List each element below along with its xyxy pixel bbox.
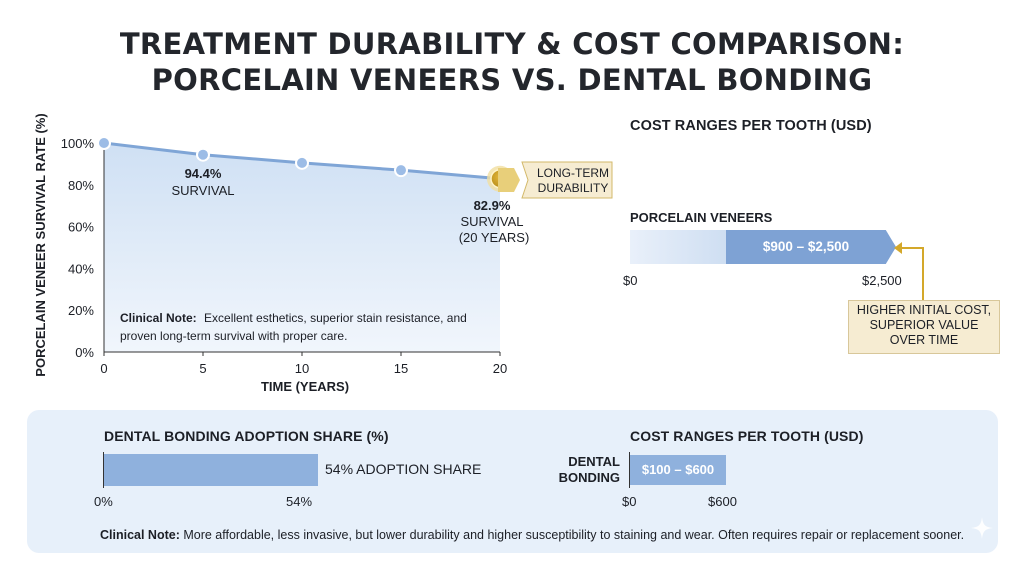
x-axis-label: TIME (YEARS) [261,379,349,394]
veneer-category-label: PORCELAIN VENEERS [630,210,773,225]
survival-line-chart: 0% 20% 40% 60% 80% 100% 0 5 10 15 20 PORCELAIN VEN… [33,113,613,394]
bonding-label-line-1: DENTAL [568,454,620,469]
survival-point [394,163,408,178]
chart-clinical-note-text-1: Excellent esthetics, superior stain resi… [204,311,467,325]
page-title: TREATMENT DURABILITY & COST COMPARISON: … [0,26,1024,98]
y-tick-label: 80% [68,178,94,193]
x-tick-label: 10 [295,361,309,376]
title-line-2: PORCELAIN VENEERS VS. DENTAL BONDING [151,63,873,97]
veneer-tick-max: $2,500 [862,273,902,288]
cost-callout-connector [894,242,924,300]
survival-point [196,147,210,162]
bonding-tick-min: $0 [622,494,637,509]
durability-callout-box [521,161,613,199]
y-tick-label: 20% [68,303,94,318]
survival-point [97,136,111,150]
survival-point [295,155,309,170]
annotation-20yr-value: 82.9% [474,198,511,213]
cost-callout-line-1: HIGHER INITIAL COST, [856,303,992,317]
veneer-cost-title: COST RANGES PER TOOTH (USD) [630,118,872,134]
bonding-cost-title: COST RANGES PER TOOTH (USD) [630,428,864,444]
bottom-note-label: Clinical Note: [100,528,180,542]
annotation-5yr-label: SURVIVAL [171,183,234,198]
adoption-title: DENTAL BONDING ADOPTION SHARE (%) [104,428,389,444]
annotation-20yr-line2: SURVIVAL [460,214,523,229]
y-tick-label: 60% [68,220,94,235]
cost-callout-line-3: OVER TIME [889,333,959,347]
durability-callout-line-1: LONG-TERM [537,166,609,180]
y-tick-label: 40% [68,261,94,276]
durability-arrow-icon [498,168,520,192]
x-tick-label: 5 [199,361,206,376]
adoption-tick-min: 0% [94,494,113,509]
bonding-axis-line [629,452,630,488]
adoption-value-label: 54% ADOPTION SHARE [325,461,482,477]
veneer-tick-min: $0 [623,273,638,288]
adoption-axis-line [103,452,104,488]
bottom-note-text: More affordable, less invasive, but lowe… [179,528,965,542]
bottom-clinical-note: Clinical Note: More affordable, less inv… [100,528,964,542]
x-tick-label: 0 [100,361,107,376]
sparkle-icon [971,517,993,539]
annotation-5yr-value: 94.4% [185,166,222,181]
title-line-1: TREATMENT DURABILITY & COST COMPARISON: [119,27,905,61]
bonding-category-label: DENTAL BONDING [540,454,620,486]
y-axis-label: PORCELAIN VENEER SURVIVAL RATE (%) [33,113,48,376]
veneer-cost-range-bar [726,230,896,264]
chart-clinical-note-line-2: proven long-term survival with proper ca… [120,329,347,343]
y-tick-label: 100% [61,136,95,151]
annotation-20yr-line3: (20 YEARS) [459,230,530,245]
bonding-tick-max: $600 [708,494,737,509]
veneer-cost-range-label: $900 – $2,500 [762,239,850,254]
bonding-label-line-2: BONDING [558,470,620,485]
x-tick-label: 20 [493,361,507,376]
adoption-tick-max: 54% [286,494,313,509]
cost-value-callout: HIGHER INITIAL COST, SUPERIOR VALUE OVER… [848,300,1000,354]
adoption-bar [104,454,318,486]
chart-clinical-note-line-1: Clinical Note: Excellent esthetics, supe… [120,311,467,325]
cost-callout-line-2: SUPERIOR VALUE [869,318,979,332]
x-tick-label: 15 [394,361,408,376]
bonding-cost-range-bar: $100 – $600 [630,455,726,485]
chart-clinical-note-label: Clinical Note: [120,311,197,325]
y-tick-label: 0% [75,345,94,360]
durability-callout-line-2: DURABILITY [538,181,609,195]
survival-area [104,143,500,352]
